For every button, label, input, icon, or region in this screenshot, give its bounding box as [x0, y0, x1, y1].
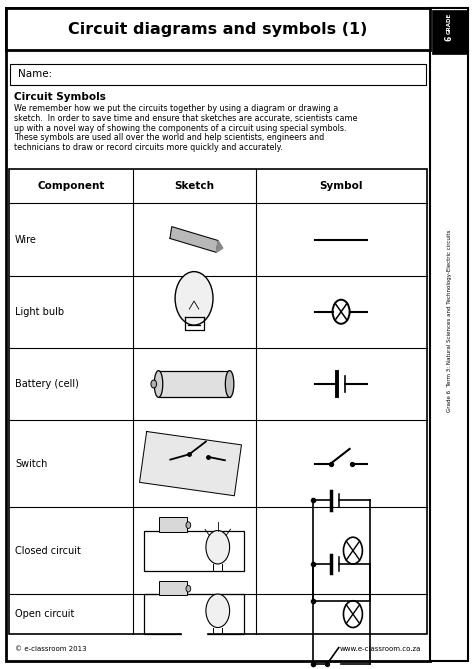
Bar [158, 371, 229, 397]
Polygon shape [182, 630, 206, 638]
Text: Light bulb: Light bulb [15, 307, 64, 316]
Bar [6, 8, 430, 661]
Bar [158, 517, 187, 532]
Text: Open circuit: Open circuit [15, 609, 74, 619]
Text: www.e-classroom.co.za: www.e-classroom.co.za [339, 646, 421, 652]
Text: Wire: Wire [15, 235, 37, 244]
Text: Switch: Switch [15, 459, 47, 468]
Circle shape [186, 585, 191, 592]
Text: Sketch: Sketch [174, 181, 214, 191]
Circle shape [151, 380, 156, 388]
Text: up with a novel way of showing the components of a circuit using special symbols: up with a novel way of showing the compo… [14, 124, 346, 132]
Circle shape [206, 594, 229, 628]
Circle shape [186, 522, 191, 529]
Bar [430, 8, 468, 661]
Text: 6: 6 [445, 36, 454, 41]
Polygon shape [216, 241, 223, 252]
Bar [6, 8, 430, 50]
Text: Symbol: Symbol [319, 181, 363, 191]
Text: Name:: Name: [18, 70, 52, 79]
Text: Closed circuit: Closed circuit [15, 546, 81, 555]
Polygon shape [170, 227, 218, 252]
Circle shape [206, 531, 229, 564]
Bar [432, 10, 467, 54]
Text: Circuit diagrams and symbols (1): Circuit diagrams and symbols (1) [68, 21, 368, 37]
Ellipse shape [225, 371, 234, 397]
Text: sketch.  In order to save time and ensure that sketches are accurate, scientists: sketch. In order to save time and ensure… [14, 114, 358, 123]
Bar [158, 581, 187, 595]
Ellipse shape [154, 371, 163, 397]
Bar [9, 169, 427, 634]
Text: Battery (cell): Battery (cell) [15, 379, 79, 389]
Text: Component: Component [37, 181, 105, 191]
Text: Circuit Symbols: Circuit Symbols [14, 92, 106, 102]
Text: technicians to draw or record circuits more quickly and accurately.: technicians to draw or record circuits m… [14, 143, 283, 152]
Text: Grade 6  Term 3: Natural Sciences and Technology-Electric circuits: Grade 6 Term 3: Natural Sciences and Tec… [447, 230, 452, 412]
Polygon shape [139, 432, 241, 496]
Text: We remember how we put the circuits together by using a diagram or drawing a: We remember how we put the circuits toge… [14, 104, 338, 113]
Text: GRADE: GRADE [447, 13, 452, 34]
Bar [144, 594, 244, 634]
Text: © e-classroom 2013: © e-classroom 2013 [15, 646, 87, 652]
Circle shape [175, 272, 213, 325]
Text: These symbols are used all over the world and help scientists, engineers and: These symbols are used all over the worl… [14, 134, 325, 142]
Bar [10, 64, 426, 85]
Bar [144, 531, 244, 571]
